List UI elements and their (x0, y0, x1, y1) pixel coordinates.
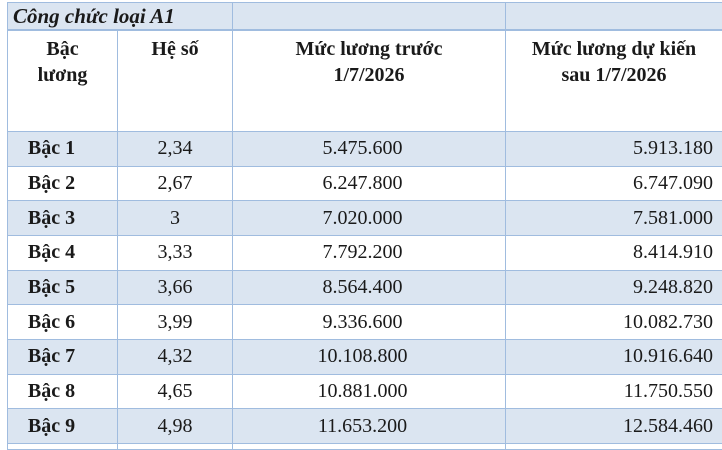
salary-before-cell: 11.653.200 (232, 409, 505, 444)
table-row: Bậc 6 3,99 9.336.600 10.082.730 (7, 305, 722, 340)
grade-cell: Bậc 4 (7, 235, 117, 271)
salary-before-cell: 10.881.000 (232, 374, 505, 410)
table-title-row: Công chức loại A1 (7, 2, 722, 31)
salary-after-cell: 9.248.820 (505, 270, 722, 306)
salary-after-cell: 10.082.730 (505, 305, 722, 340)
grade-cell: Bậc 5 (7, 270, 117, 306)
table-body: Bậc 1 2,34 5.475.600 5.913.180 Bậc 2 2,6… (7, 132, 722, 450)
salary-before-cell: 10.108.800 (232, 339, 505, 375)
coefficient-cell: 2,67 (117, 166, 232, 202)
table-title: Công chức loại A1 (7, 2, 232, 31)
salary-after-cell: 5.913.180 (505, 132, 722, 167)
table-row: Bậc 8 4,65 10.881.000 11.750.550 (7, 374, 722, 410)
partial-cutoff-row (7, 443, 722, 450)
col-header-grade-line1: Bậc (46, 38, 79, 60)
coefficient-cell: 4,98 (117, 409, 232, 444)
grade-cell: Bậc 8 (7, 374, 117, 410)
grade-cell: Bậc 7 (7, 339, 117, 375)
coefficient-cell: 4,65 (117, 374, 232, 410)
table-row: Bậc 5 3,66 8.564.400 9.248.820 (7, 270, 722, 306)
salary-before-cell: 6.247.800 (232, 166, 505, 202)
coefficient-cell: 3,99 (117, 305, 232, 340)
coefficient-cell: 3,33 (117, 235, 232, 271)
col-header-grade-line2: lương (37, 64, 88, 86)
salary-table: Công chức loại A1 Bậc lương Hệ số Mức lư… (7, 2, 722, 450)
grade-cell: Bậc 6 (7, 305, 117, 340)
table-row: Bậc 3 3 7.020.000 7.581.000 (7, 201, 722, 236)
col-header-grade: Bậc lương (7, 31, 117, 132)
coefficient-cell: 4,32 (117, 339, 232, 375)
grade-cell: Bậc 1 (7, 132, 117, 167)
title-spacer-cell-1 (232, 2, 505, 31)
col-header-salary-after-line2: sau 1/7/2026 (561, 64, 667, 86)
grade-cell: Bậc 3 (7, 201, 117, 236)
col-header-coefficient-line1: Hệ số (151, 38, 199, 60)
col-header-salary-before: Mức lương trước 1/7/2026 (232, 31, 505, 132)
col-header-salary-before-line1: Mức lương trước (295, 38, 443, 60)
col-header-coefficient: Hệ số (117, 31, 232, 132)
title-spacer-cell-2 (505, 2, 722, 31)
partial-cell (232, 443, 505, 450)
salary-after-cell: 11.750.550 (505, 374, 722, 410)
salary-before-cell: 7.020.000 (232, 201, 505, 236)
grade-cell: Bậc 2 (7, 166, 117, 202)
coefficient-cell: 2,34 (117, 132, 232, 167)
salary-after-cell: 6.747.090 (505, 166, 722, 202)
col-header-salary-before-line2: 1/7/2026 (333, 64, 405, 86)
table-row: Bậc 2 2,67 6.247.800 6.747.090 (7, 166, 722, 202)
coefficient-cell: 3,66 (117, 270, 232, 306)
salary-before-cell: 7.792.200 (232, 235, 505, 271)
column-header-row: Bậc lương Hệ số Mức lương trước 1/7/2026… (7, 31, 722, 132)
partial-cell (117, 443, 232, 450)
salary-table-container: Công chức loại A1 Bậc lương Hệ số Mức lư… (7, 2, 722, 450)
col-header-salary-after-line1: Mức lương dự kiến (531, 38, 697, 60)
salary-after-cell: 10.916.640 (505, 339, 722, 375)
table-row: Bậc 1 2,34 5.475.600 5.913.180 (7, 132, 722, 167)
col-header-salary-after: Mức lương dự kiến sau 1/7/2026 (505, 31, 722, 132)
table-row: Bậc 7 4,32 10.108.800 10.916.640 (7, 339, 722, 375)
salary-before-cell: 5.475.600 (232, 132, 505, 167)
coefficient-cell: 3 (117, 201, 232, 236)
partial-cell (7, 443, 117, 450)
salary-before-cell: 9.336.600 (232, 305, 505, 340)
salary-before-cell: 8.564.400 (232, 270, 505, 306)
table-row: Bậc 4 3,33 7.792.200 8.414.910 (7, 235, 722, 271)
partial-cell (505, 443, 722, 450)
salary-after-cell: 12.584.460 (505, 409, 722, 444)
salary-after-cell: 8.414.910 (505, 235, 722, 271)
grade-cell: Bậc 9 (7, 409, 117, 444)
bottom-edge-border-line (7, 448, 722, 450)
table-row: Bậc 9 4,98 11.653.200 12.584.460 (7, 409, 722, 444)
salary-after-cell: 7.581.000 (505, 201, 722, 236)
